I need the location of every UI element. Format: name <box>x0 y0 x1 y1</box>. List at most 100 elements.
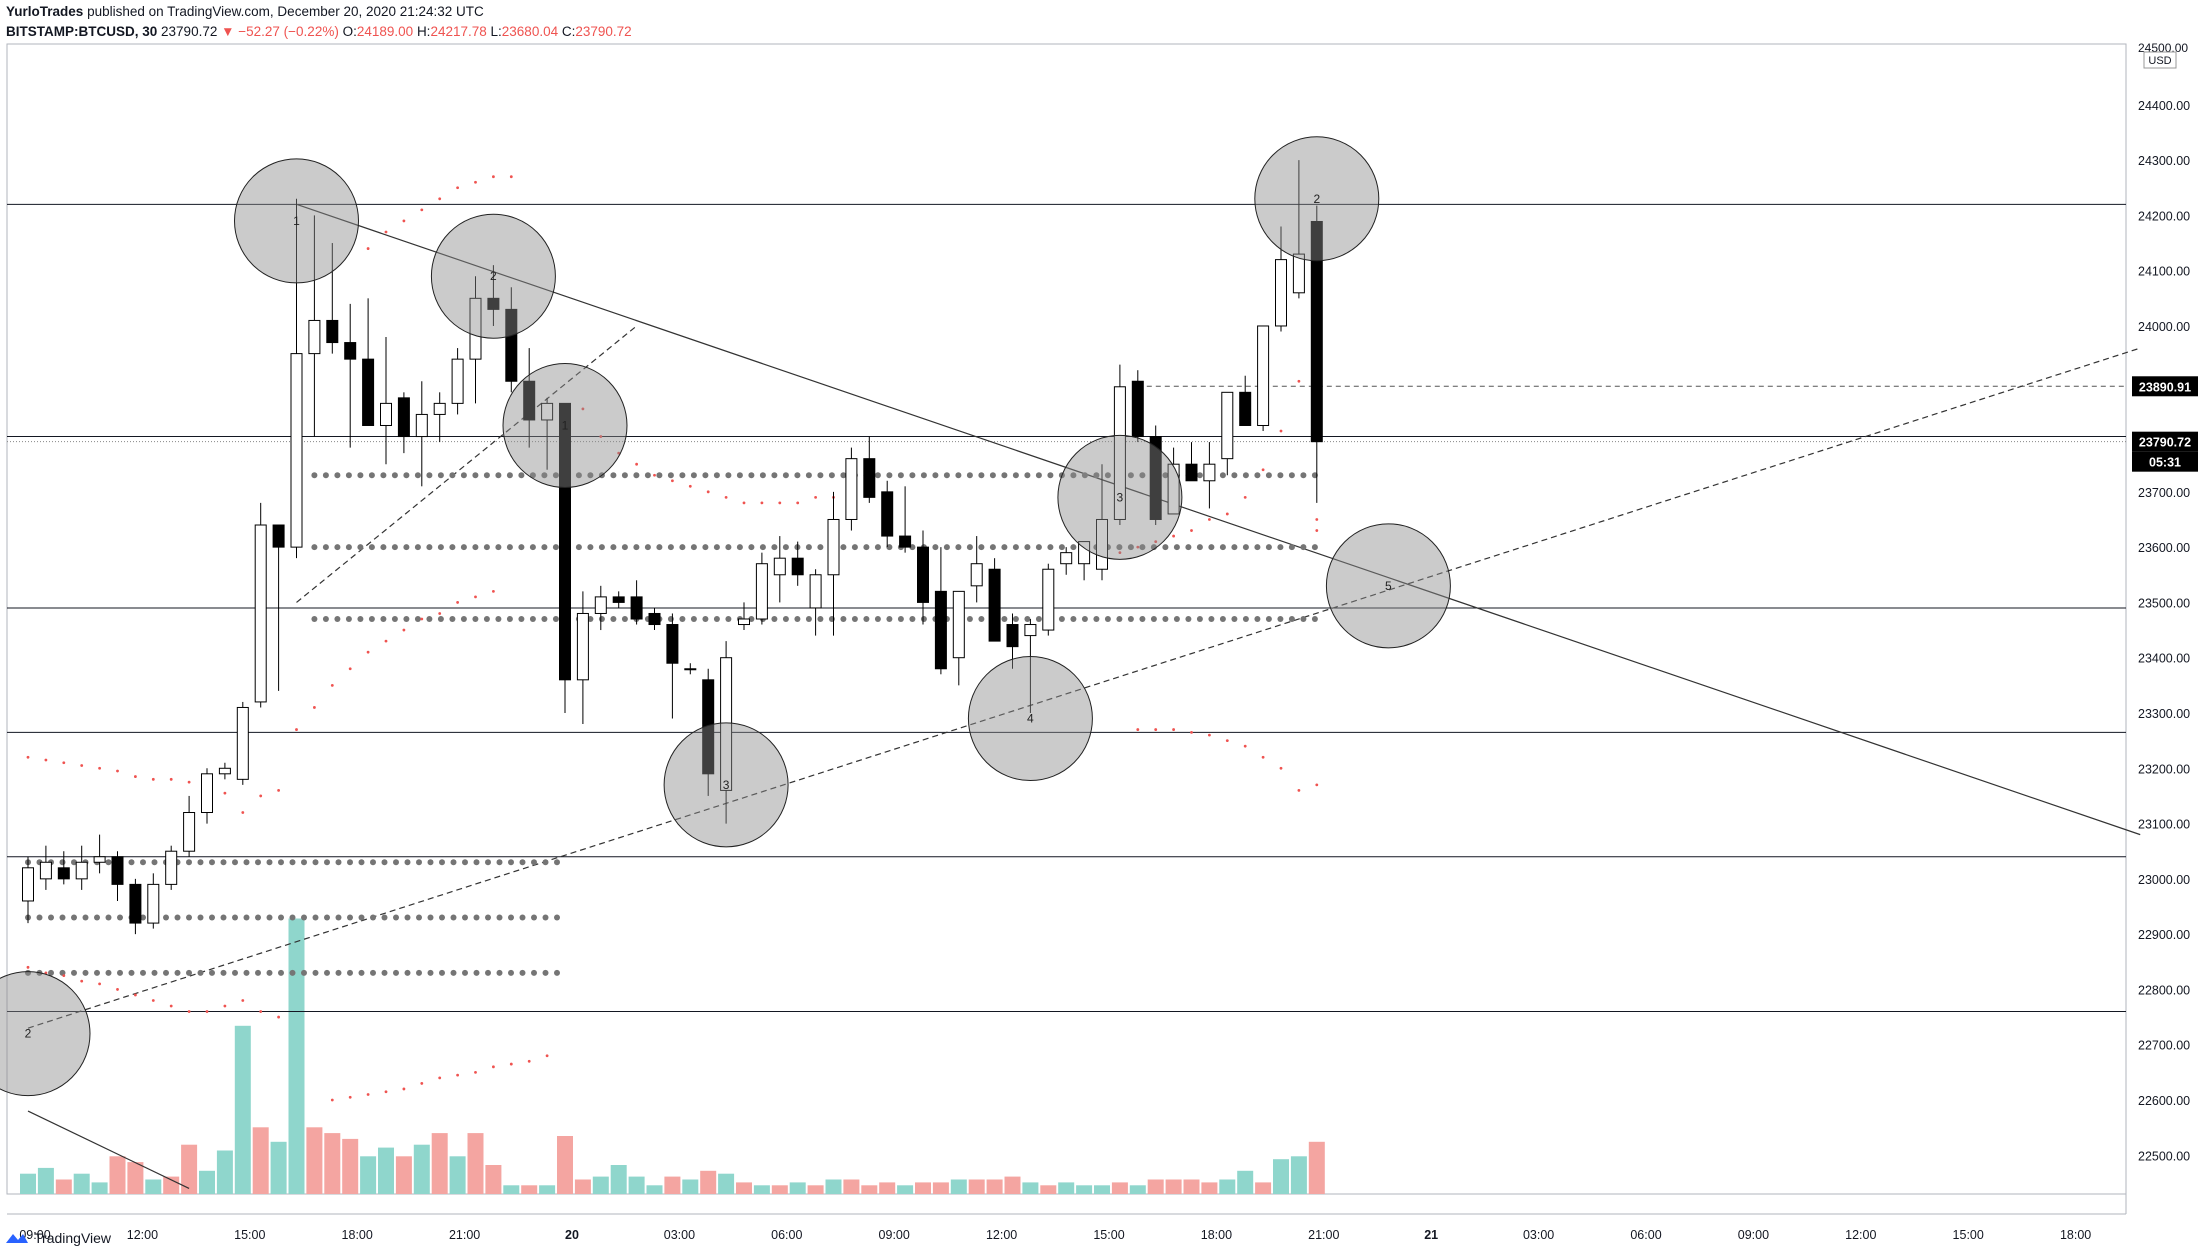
level-dot <box>393 859 399 866</box>
candle-body <box>666 624 679 664</box>
level-dot <box>794 616 801 622</box>
volume-bar <box>1165 1179 1182 1194</box>
sar-dot <box>1136 728 1140 731</box>
level-dot <box>232 859 238 866</box>
level-dot <box>966 472 973 479</box>
volume-bar <box>574 1179 591 1194</box>
time-tick-label: 15:00 <box>234 1228 265 1242</box>
level-dot <box>220 914 227 921</box>
volume-bar <box>1308 1141 1325 1194</box>
level-dot <box>1058 544 1065 551</box>
level-dot <box>393 914 399 921</box>
level-dot <box>439 859 445 866</box>
level-dot <box>345 616 352 622</box>
volume-bar <box>1094 1185 1110 1194</box>
sar-dot <box>1154 540 1158 543</box>
tradingview-logo-icon[interactable] <box>6 1231 28 1245</box>
level-dot <box>633 472 640 479</box>
sar-dot <box>402 219 406 223</box>
level-dot <box>416 914 422 921</box>
sar-dot <box>1297 379 1301 383</box>
sar-dot <box>1315 529 1319 532</box>
level-dot <box>485 914 491 921</box>
candle-body <box>362 358 375 426</box>
level-dot <box>403 544 410 551</box>
symbol-label[interactable]: BITSTAMP:BTCUSD, 30 <box>6 24 158 39</box>
level-dot <box>519 914 526 921</box>
candle-body <box>1149 436 1162 520</box>
level-dot <box>1058 616 1065 622</box>
price-tag-box <box>2132 431 2198 452</box>
sar-dot <box>778 501 782 505</box>
level-dot <box>426 544 433 551</box>
author-name[interactable]: YurloTrades <box>6 4 84 19</box>
level-dot <box>36 914 43 921</box>
price-tick-label: 23400.00 <box>2138 652 2190 666</box>
footer-brand[interactable]: TradingView <box>34 1230 112 1246</box>
candle-body <box>451 358 464 404</box>
level-dot <box>322 472 329 479</box>
sar-dot <box>1225 512 1229 516</box>
level-dot <box>381 859 388 866</box>
sar-dot <box>492 175 495 179</box>
time-tick-label: 12:00 <box>1845 1228 1876 1242</box>
level-dot <box>243 969 250 976</box>
sar-dot <box>671 479 674 483</box>
price-tick-label: 24400.00 <box>2138 99 2190 113</box>
level-dot <box>59 914 66 921</box>
level-dot <box>59 859 66 866</box>
level-dot <box>1001 544 1008 551</box>
sar-dot <box>151 999 155 1002</box>
level-dot <box>186 914 192 921</box>
sar-dot <box>474 595 477 599</box>
volume-bar <box>413 1144 430 1194</box>
time-tick-label: 21 <box>1424 1228 1438 1242</box>
sar-dot <box>134 993 137 997</box>
price-tick-label: 23100.00 <box>2138 818 2190 832</box>
sar-dot <box>116 988 119 991</box>
level-dot <box>518 616 525 622</box>
price-tick-label: 23700.00 <box>2138 486 2190 500</box>
level-dot <box>1311 616 1318 622</box>
candles <box>22 160 1323 935</box>
volume-bar <box>718 1173 735 1194</box>
sar-dot <box>509 175 513 179</box>
volume-bar <box>646 1185 663 1194</box>
level-dot <box>449 616 456 622</box>
price-tick-label: 24100.00 <box>2138 265 2190 279</box>
level-dot <box>552 472 559 479</box>
down-triangle-icon: ▼ <box>221 24 235 39</box>
level-dot <box>736 472 743 479</box>
sar-dot <box>1261 755 1265 759</box>
volume-bar <box>1183 1179 1200 1194</box>
level-dot <box>542 859 549 866</box>
level-dot <box>324 859 330 866</box>
level-dot <box>473 859 480 866</box>
level-dot <box>1070 472 1077 479</box>
level-dot <box>289 914 296 921</box>
level-dot <box>1300 616 1307 622</box>
level-dot <box>598 616 605 622</box>
volume-bar <box>736 1182 752 1194</box>
level-dot <box>610 616 617 622</box>
level-dot <box>748 472 755 479</box>
candle-body <box>648 612 661 626</box>
price-tags: 23890.91 23790.72 05:31 <box>2132 376 2198 472</box>
volume-bar <box>216 1150 233 1194</box>
level-dot <box>335 914 342 921</box>
level-dot <box>828 472 835 479</box>
candle-body <box>129 883 142 924</box>
trendline <box>27 1110 190 1190</box>
level-dot <box>324 914 330 921</box>
volume-bar <box>199 1170 215 1194</box>
level-dot <box>725 472 732 479</box>
level-dot <box>506 472 513 479</box>
level-dot <box>909 472 916 479</box>
sar-dot <box>724 495 728 499</box>
level-dot <box>1162 616 1169 622</box>
candle-body <box>1221 391 1234 460</box>
candle-body <box>344 342 357 360</box>
volume-bar <box>682 1179 699 1194</box>
sar-dot <box>330 683 334 687</box>
